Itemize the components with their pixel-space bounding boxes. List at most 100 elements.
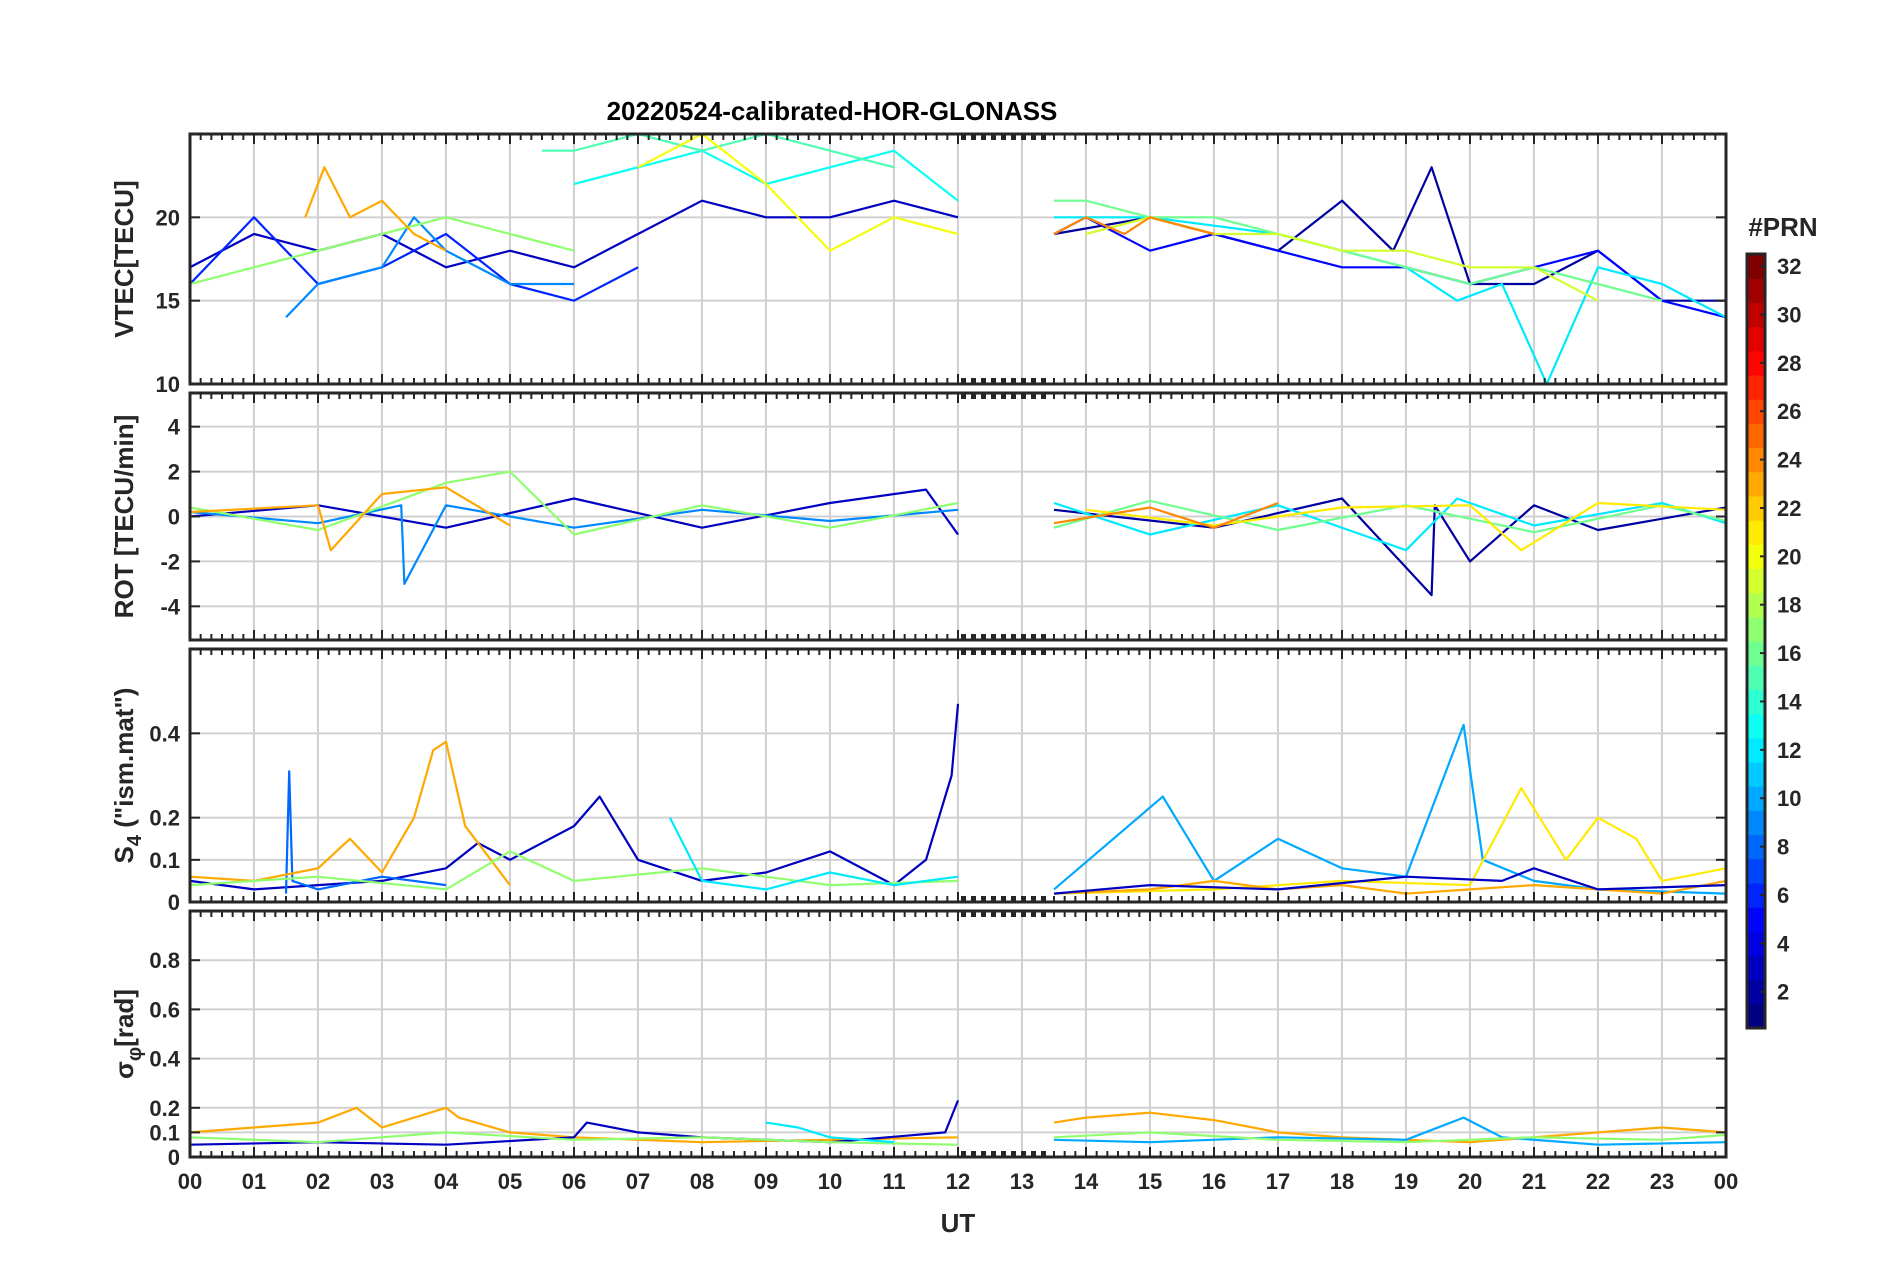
gap-marker [971,133,976,140]
series-prn-12-line [669,817,959,891]
x-tick-label: 00 [1714,1169,1738,1194]
y-axis-label-base: σ [109,1061,139,1079]
gap-marker [961,910,966,917]
colorbar-tick-label: 10 [1777,786,1801,811]
colorbar-bin [1747,979,1765,1005]
colorbar-tick-label: 18 [1777,593,1801,618]
series-prn-23-line [190,740,511,886]
gap-marker [961,1151,966,1158]
x-tick-label: 02 [306,1169,330,1194]
gap-marker [1011,392,1016,399]
gap-marker [971,392,976,399]
gap-marker [1021,910,1026,917]
gap-marker [1021,648,1026,655]
colorbar-tick-label: 26 [1777,399,1801,424]
x-tick-label: 14 [1074,1169,1099,1194]
panel-3: 0.4 0.2 0.1 0 S4 ("ism.mat") [109,647,1728,915]
gap-marker [1021,392,1026,399]
x-tick-label: 06 [562,1169,586,1194]
gap-marker [1031,634,1036,641]
x-axis-label: UT [941,1208,976,1238]
colorbar-bin [1747,858,1765,884]
colorbar-bin [1747,520,1765,545]
colorbar-bin [1747,471,1765,497]
series-prn-3-line [1053,867,1726,895]
colorbar-bin [1747,423,1765,449]
colorbar-bin [1747,495,1765,521]
y-axis-label-sub: 4 [124,834,146,846]
y-axis-label-base: S [109,846,139,863]
chart-title: 20220524-calibrated-HOR-GLONASS [607,96,1058,126]
series-prn-15-line [542,134,895,169]
colorbar-bin [1747,931,1765,957]
colorbar-bin [1747,616,1765,642]
series-prn-24-line [1053,216,1215,236]
x-tick-label: 12 [946,1169,970,1194]
x-tick-label: 04 [434,1169,459,1194]
gap-marker [961,392,966,399]
gap-marker [961,648,966,655]
colorbar-bin [1747,544,1765,570]
series-prn-10-line [1053,723,1726,895]
y-axis-label-tail: ("ism.mat") [109,688,139,835]
x-tick-label: 03 [370,1169,394,1194]
colorbar-bin [1747,568,1765,594]
series-prn-17-line [1053,1131,1726,1144]
gap-marker [971,634,976,641]
colorbar-bin [1747,350,1765,376]
gap-marker [1041,133,1046,140]
colorbar-bin [1747,592,1765,618]
gap-marker [961,133,966,140]
gap-marker [1021,1151,1026,1158]
x-tick-label: 17 [1266,1169,1290,1194]
colorbar-tick-label: 22 [1777,496,1801,521]
gap-marker [991,1151,996,1158]
colorbar-bin [1747,689,1765,715]
y-tick-label: 15 [156,289,180,314]
colorbar-tick-label: 2 [1777,980,1789,1005]
colorbar: #PRN 32 30 28 26 24 22 20 18 16 14 12 10 8 6 4 2 [1745,212,1818,1030]
gap-marker [991,378,996,385]
series-prn-5-line [1053,216,1726,319]
colorbar-tick-label: 16 [1777,641,1801,666]
series-prn-12-line [765,1121,895,1144]
colorbar-tick-label: 24 [1777,448,1802,473]
colorbar-tick-label: 28 [1777,351,1801,376]
gap-marker [1031,133,1036,140]
y-tick-label: 0 [168,1145,180,1170]
series-prn-17-line [190,216,575,286]
x-tick-label: 20 [1458,1169,1482,1194]
gap-marker [1041,910,1046,917]
y-tick-label: 4 [168,415,181,440]
x-tick-label: 10 [818,1169,842,1194]
gap-marker [961,896,966,903]
colorbar-tick-label: 8 [1777,835,1789,860]
gap-marker [971,910,976,917]
series-prn-23-line [304,166,447,252]
x-tick-label: 08 [690,1169,714,1194]
colorbar-tick-label: 6 [1777,883,1789,908]
series-prn-12-line [1053,497,1726,552]
series-prn-12-line [1054,216,1726,384]
gap-marker [981,634,986,641]
gap-marker [981,133,986,140]
gap-marker [991,634,996,641]
gap-marker [1011,910,1016,917]
gap-marker [1041,1151,1046,1158]
x-tick-label: 00 [178,1169,202,1194]
x-tick-label: 13 [1010,1169,1034,1194]
x-tick-label: 22 [1586,1169,1610,1194]
series-prn-21-line [1085,501,1726,552]
series-prn-21-line [1053,786,1726,895]
y-axis-label-tail: [rad] [109,989,139,1047]
gap-marker [1001,648,1006,655]
gap-marker [1001,910,1006,917]
x-tick-label: 11 [882,1169,905,1194]
series-prn-3-line [190,703,960,891]
series-prn-3-line [190,1099,960,1146]
colorbar-tick-label: 12 [1777,738,1801,763]
x-tick-label: 19 [1394,1169,1418,1194]
gap-marker [991,392,996,399]
gap-marker [1001,392,1006,399]
colorbar-frame [1745,252,1767,1030]
